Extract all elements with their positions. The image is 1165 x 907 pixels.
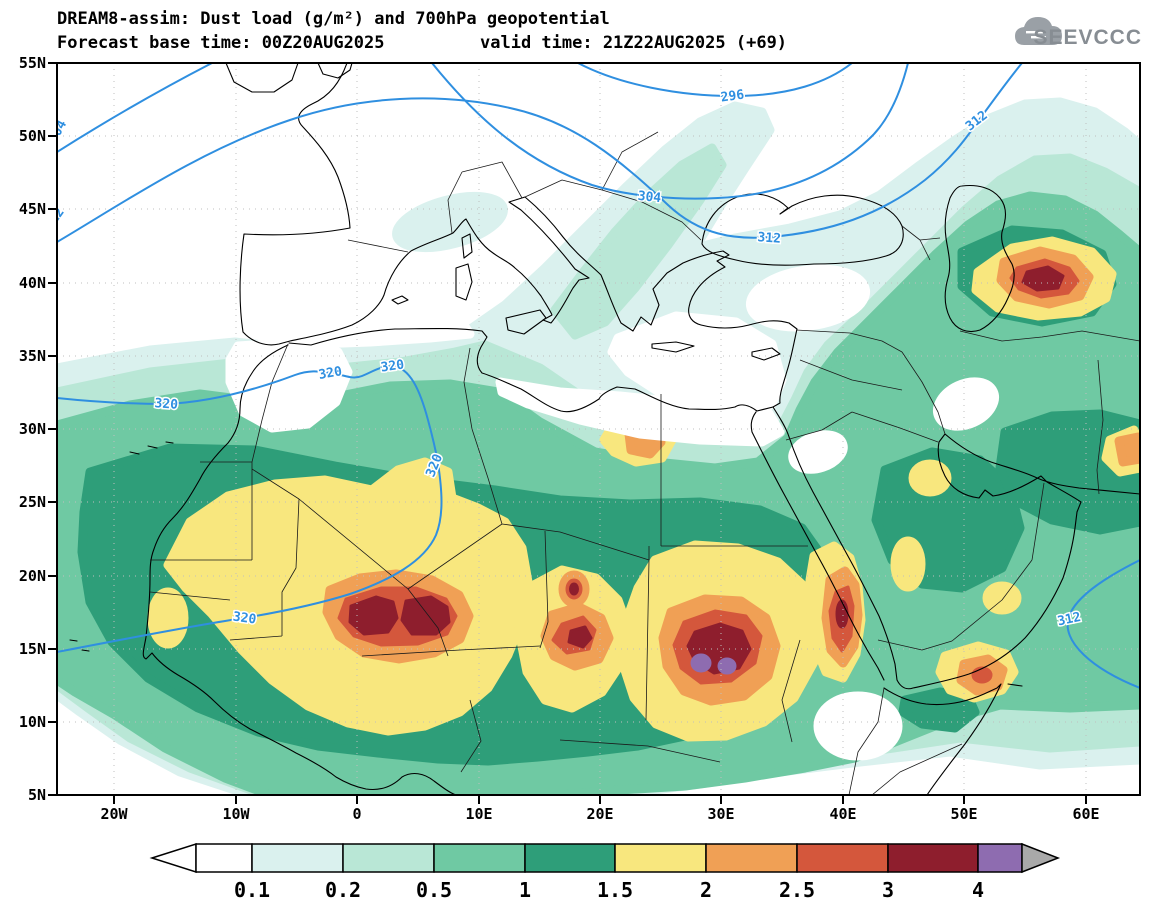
lon-label: 30E xyxy=(707,805,734,823)
contour-320 xyxy=(57,364,443,653)
contour-304-nw xyxy=(57,63,213,153)
colorbar-label: 3 xyxy=(882,878,894,902)
contour-label: 296 xyxy=(720,87,746,105)
geopotential-contours xyxy=(57,63,1140,689)
lat-label: 45N xyxy=(19,200,46,218)
colorbar-cell xyxy=(195,843,253,873)
colorbar-label: 1.5 xyxy=(597,878,633,902)
contour-label: 320 xyxy=(318,364,344,383)
coastline-red-sea-arabia xyxy=(750,406,1140,690)
dust-level-4-region xyxy=(690,653,737,675)
dust-level-3-region xyxy=(348,265,1065,675)
colorbar-label: 2.5 xyxy=(779,878,815,902)
country-borders xyxy=(149,131,1140,795)
colorbar-label: 1 xyxy=(519,878,531,902)
coastline-islands xyxy=(69,63,1023,687)
lon-label: 0 xyxy=(352,805,361,823)
colorbar-label: 0.1 xyxy=(234,878,270,902)
seevccc-logo: SEEVCCC xyxy=(1015,17,1142,49)
lon-label: 20W xyxy=(100,805,128,823)
contour-312-main xyxy=(57,63,1023,243)
contour-label: 304 xyxy=(637,189,662,206)
contour-296 xyxy=(577,63,853,98)
contour-312-southeast xyxy=(1066,559,1140,689)
colorbar-label: 4 xyxy=(972,878,984,902)
lat-label: 50N xyxy=(19,127,46,145)
lat-label: 20N xyxy=(19,567,46,585)
contour-label: 312 xyxy=(1056,610,1082,630)
colorbar-cell xyxy=(796,843,889,873)
contour-label: 320 xyxy=(232,609,258,627)
colorbar-labels: 0.1 0.2 0.5 1 1.5 2 2.5 3 4 xyxy=(234,878,984,902)
lon-label: 10E xyxy=(465,805,492,823)
map-area: 04 12 296 304 312 312 312 320 320 320 32… xyxy=(57,63,1140,795)
lon-label: 50E xyxy=(950,805,977,823)
colorbar-cell xyxy=(977,843,1023,873)
lon-label: 60E xyxy=(1072,805,1099,823)
lat-label: 25N xyxy=(19,493,46,511)
lat-label: 10N xyxy=(19,713,46,731)
colorbar-cell xyxy=(251,843,344,873)
logo-text: SEEVCCC xyxy=(1033,26,1142,49)
cloud-detail-line xyxy=(1026,31,1043,34)
coastline-horn-of-africa xyxy=(883,683,1002,795)
coastline-west-africa xyxy=(142,344,457,795)
lon-label: 40E xyxy=(829,805,856,823)
contour-label: 320 xyxy=(380,357,406,375)
latitude-axis: 55N 50N 45N 40N 35N 30N 25N 20N 15N 10N … xyxy=(19,54,46,804)
valid-time: valid time: 21Z22AUG2025 (+69) xyxy=(480,33,787,53)
colorbar-cell xyxy=(524,843,616,873)
cloud-detail-line xyxy=(1031,36,1046,39)
contour-304 xyxy=(431,63,909,200)
contour-label: 312 xyxy=(757,230,781,247)
graticule xyxy=(57,63,1140,795)
longitude-axis: 20W 10W 0 10E 20E 30E 40E 50E 60E xyxy=(100,805,1099,823)
colorbar xyxy=(149,842,1061,874)
lat-label: 5N xyxy=(28,786,46,804)
chart-title: DREAM8-assim: Dust load (g/m²) and 700hP… xyxy=(57,9,610,29)
colorbar-label: 2 xyxy=(700,878,712,902)
colorbar-label: 0.2 xyxy=(325,878,361,902)
colorbar-cell xyxy=(705,843,798,873)
colorbar-cell xyxy=(887,843,979,873)
lon-label: 10W xyxy=(222,805,250,823)
lat-label: 40N xyxy=(19,274,46,292)
colorbar-left-arrow xyxy=(149,842,197,874)
lon-label: 20E xyxy=(586,805,613,823)
coastline-mediterranean-europe xyxy=(239,63,798,413)
coastline-caspian-sea xyxy=(944,184,1015,333)
colorbar-cell xyxy=(433,843,526,873)
lat-label: 30N xyxy=(19,420,46,438)
colorbar-cell xyxy=(342,843,435,873)
forecast-base-time: Forecast base time: 00Z20AUG2025 xyxy=(57,33,385,53)
colorbar-right-arrow xyxy=(1021,842,1061,874)
dust-free-areas xyxy=(225,264,999,761)
lat-label: 35N xyxy=(19,347,46,365)
contour-label: 320 xyxy=(154,396,179,413)
colorbar-label: 0.5 xyxy=(416,878,452,902)
lat-label: 15N xyxy=(19,640,46,658)
axis-ticks xyxy=(48,62,1087,804)
lat-label: 55N xyxy=(19,54,46,72)
colorbar-cell xyxy=(614,843,707,873)
